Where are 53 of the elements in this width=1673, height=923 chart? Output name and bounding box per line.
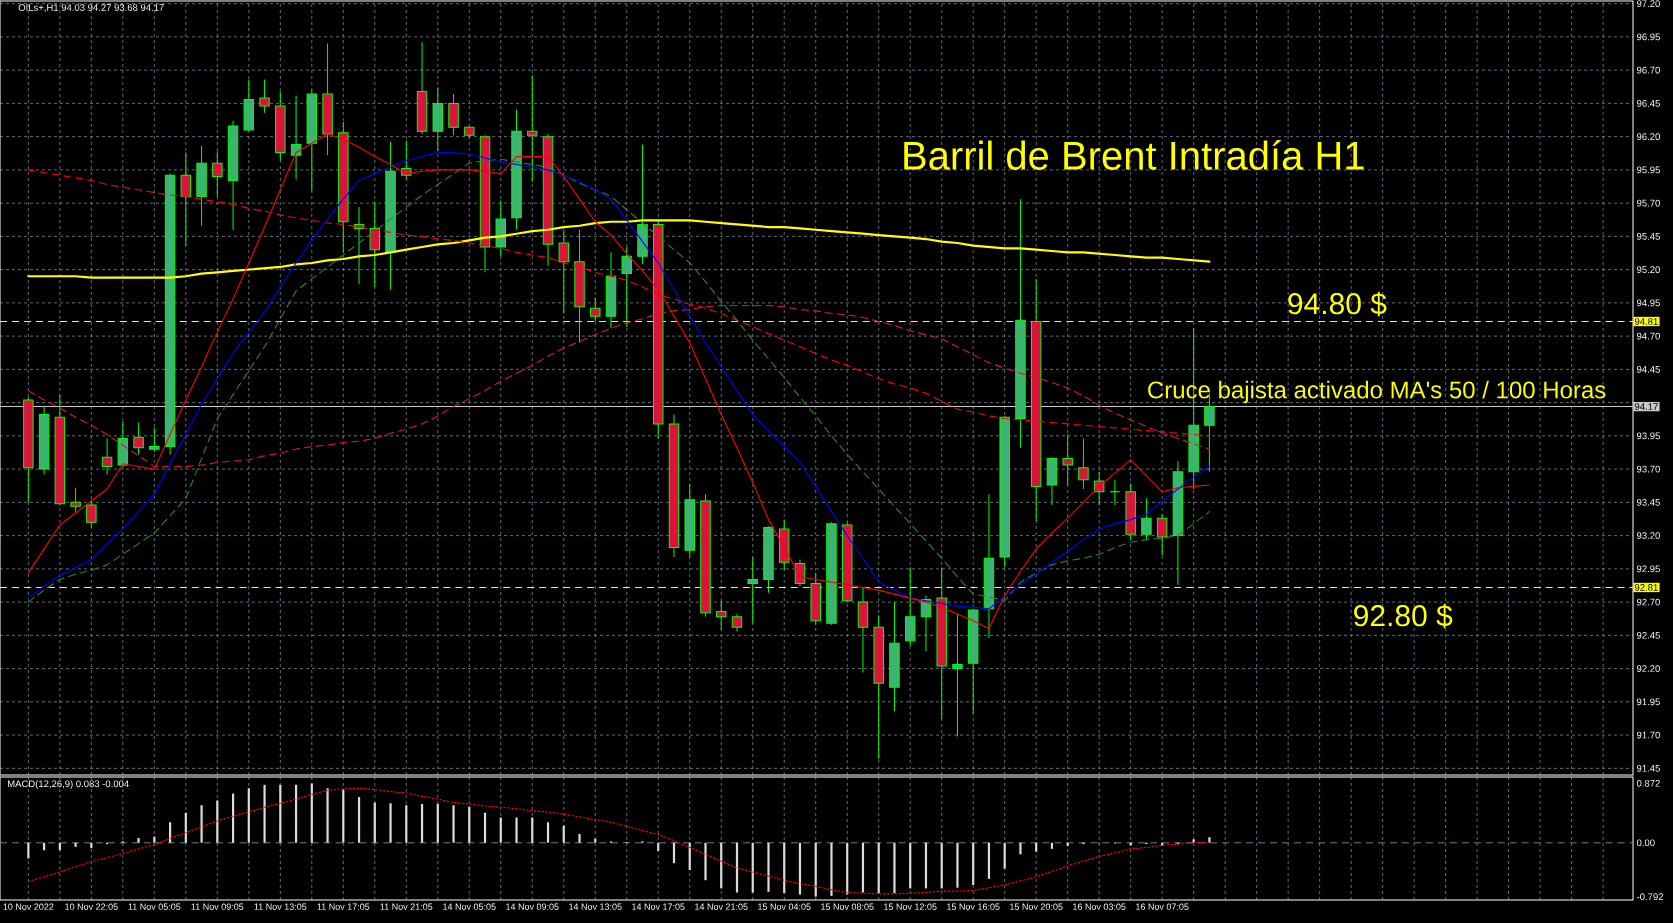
x-tick-label: 10 Nov 2022 <box>3 903 54 910</box>
x-tick-label: 14 Nov 13:05 <box>569 903 622 910</box>
x-tick-label: 16 Nov 07:05 <box>1136 903 1189 910</box>
text: 92.80 $ <box>1354 603 1453 629</box>
y-tick-label: 94.70 <box>1636 332 1660 340</box>
ref-line-label: 94.81 <box>1634 318 1658 325</box>
y-tick-label: 95.45 <box>1636 233 1660 240</box>
y-tick-label: 92.20 <box>1636 665 1660 672</box>
ref-line-label: 94.17 <box>1634 403 1658 410</box>
x-tick-label: 11 Nov 17:05 <box>317 903 370 910</box>
y-tick-label: 91.70 <box>1636 731 1660 739</box>
x-tick-label: 11 Nov 13:05 <box>254 903 307 910</box>
x-tick-label: 11 Nov 09:05 <box>191 903 244 910</box>
x-tick-label: 16 Nov 03:05 <box>1073 903 1126 910</box>
y-tick-label: 91.95 <box>1636 698 1660 706</box>
y-tick-label: 92.70 <box>1636 598 1660 606</box>
y-tick-label: 92.45 <box>1636 631 1660 639</box>
y-tick-label: 94.45 <box>1636 366 1660 373</box>
chart-title: MACD(12,26,9) 0.083 -0.004 <box>8 780 129 790</box>
y-tick-label: 95.70 <box>1636 199 1660 207</box>
y-tick-label: 95.20 <box>1636 266 1660 273</box>
x-tick-label: 11 Nov 21:05 <box>380 903 433 910</box>
y-tick-label: 96.95 <box>1636 33 1660 41</box>
x-tick-label: 14 Nov 09:05 <box>506 903 559 910</box>
y-tick-label: 96.45 <box>1636 100 1660 107</box>
y-tick-label: 93.95 <box>1636 432 1660 440</box>
y-tick-label: 95.95 <box>1636 166 1660 174</box>
x-tick-label: 15 Nov 20:05 <box>1010 903 1063 910</box>
x-tick-label: 11 Nov 05:05 <box>128 903 181 910</box>
x-tick-label: 15 Nov 16:05 <box>947 903 1000 910</box>
ref-line-label: 92.81 <box>1634 584 1658 591</box>
x-tick-label: 15 Nov 12:05 <box>884 903 937 910</box>
chart-subtitle: OILs+,H1 94.03 94.27 93.68 94.17 <box>18 4 164 13</box>
x-tick-label: 10 Nov 22:05 <box>65 903 118 910</box>
y-tick-label: 91.45 <box>1636 764 1660 772</box>
y-tick-label: 93.45 <box>1636 498 1660 506</box>
text: 94.80 $ <box>1288 291 1387 317</box>
y-tick-label: -0.792 <box>1636 893 1664 901</box>
x-tick-label: 14 Nov 21:05 <box>695 903 748 910</box>
y-tick-label: 0.00 <box>1636 839 1655 847</box>
x-tick-label: 15 Nov 08:05 <box>821 903 874 910</box>
text: Barril de Brent Intradía H1 <box>904 140 1364 170</box>
x-tick-label: 14 Nov 17:05 <box>632 903 685 910</box>
y-tick-label: 96.20 <box>1636 133 1660 140</box>
x-tick-label: 15 Nov 04:05 <box>758 903 811 910</box>
x-tick-label: 14 Nov 05:05 <box>443 903 496 910</box>
y-tick-label: 92.95 <box>1636 565 1660 573</box>
y-tick-label: 96.70 <box>1636 66 1660 74</box>
y-tick-label: 0.872 <box>1636 779 1660 787</box>
y-tick-label: 93.70 <box>1636 465 1660 473</box>
y-tick-label: 94.95 <box>1636 299 1660 307</box>
y-tick-label: 97.20 <box>1636 0 1660 8</box>
y-tick-label: 93.20 <box>1636 532 1660 539</box>
